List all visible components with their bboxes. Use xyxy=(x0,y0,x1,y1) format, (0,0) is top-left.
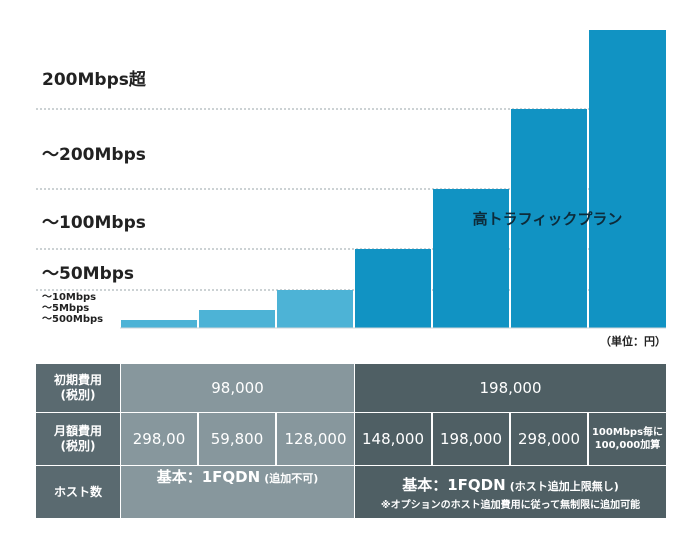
hosts-high-main: 基本：1FQDN xyxy=(402,475,506,494)
bars xyxy=(121,30,666,328)
bar-5 xyxy=(511,109,587,328)
row-header-monthly-cost: 月額費用 (税別) xyxy=(36,413,120,465)
bar-1 xyxy=(199,310,275,328)
bar-3 xyxy=(355,249,431,328)
bar-0 xyxy=(121,320,197,328)
bar-6 xyxy=(589,30,666,328)
bar-4 xyxy=(433,189,509,328)
hosts-high-sub: (ホスト追加上限無し) xyxy=(509,479,619,493)
monthly-cost-5: 198,000 xyxy=(433,413,509,465)
tier-label-200: ～200Mbps xyxy=(42,145,146,165)
hosts-high-note: ※オプションのホスト追加費用に従って無制限に追加可能 xyxy=(380,499,641,511)
initial-cost-high: 198,000 xyxy=(355,364,666,412)
bar-chart xyxy=(36,30,666,329)
tier-label-50: ～50Mbps xyxy=(42,264,135,284)
monthly-cost-1: 298,00 xyxy=(121,413,197,465)
monthly-cost-7: 100Mbps毎に 100,000加算 xyxy=(589,413,666,465)
tier-label-500: ～500Mbps xyxy=(42,314,104,325)
hosts-basic-sub: (追加不可) xyxy=(264,472,319,485)
row-header-initial-cost: 初期費用 (税別) xyxy=(36,364,120,412)
monthly-cost-3: 128,000 xyxy=(277,413,354,465)
tier-label-100: ～100Mbps xyxy=(42,213,146,233)
monthly-cost-4: 148,000 xyxy=(355,413,431,465)
bar-2 xyxy=(277,290,353,328)
initial-cost-basic: 98,000 xyxy=(121,364,354,412)
high-traffic-plan-label: 高トラフィックプラン xyxy=(472,210,623,228)
monthly-cost-6: 298,000 xyxy=(511,413,587,465)
hosts-high-line: 基本：1FQDN (ホスト追加上限無し) xyxy=(402,474,619,495)
unit-note: （単位：円） xyxy=(600,335,666,348)
hosts-basic-main: 基本：1FQDN xyxy=(156,468,261,486)
hosts-high: 基本：1FQDN (ホスト追加上限無し) ※オプションのホスト追加費用に従って無… xyxy=(355,466,666,518)
monthly-cost-2: 59,800 xyxy=(199,413,275,465)
tier-label-5: ～5Mbps xyxy=(42,303,90,314)
tier-label-200plus: 200Mbps超 xyxy=(42,70,146,90)
tier-label-10: ～10Mbps xyxy=(42,292,97,303)
hosts-basic: 基本：1FQDN (追加不可) xyxy=(121,466,354,518)
row-header-hosts: ホスト数 xyxy=(36,466,120,518)
